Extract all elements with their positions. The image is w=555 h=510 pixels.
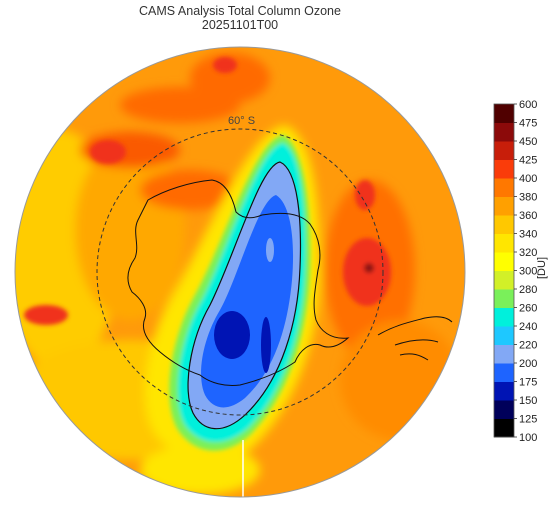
colorbar-band <box>494 363 514 382</box>
colorbar-band <box>494 178 514 197</box>
colorbar-band <box>494 400 514 419</box>
colorbar-band <box>494 381 514 401</box>
colorbar-tick-label: 240 <box>519 321 537 333</box>
colorbar-band <box>494 215 514 234</box>
colorbar-tick-label: 260 <box>519 303 537 315</box>
colorbar-band <box>494 326 514 345</box>
colorbar-tick-label: 300 <box>519 266 537 278</box>
colorbar-tick-label: 200 <box>519 358 537 370</box>
colorbar-tick-label: 320 <box>519 247 537 259</box>
colorbar-band <box>494 196 514 216</box>
colorbar-band <box>494 159 514 179</box>
latitude-circle <box>96 128 384 416</box>
colorbar-tick-label: 360 <box>519 210 537 222</box>
map-frame <box>14 46 466 498</box>
colorbar-unit: [DU] <box>536 257 548 279</box>
colorbar-band <box>494 270 514 290</box>
colorbar-tick-label: 280 <box>519 284 537 296</box>
colorbar-band <box>494 233 514 253</box>
colorbar-tick-label: 340 <box>519 229 537 241</box>
latitude-label: 60° S <box>228 115 255 127</box>
colorbar-tick-label: 400 <box>519 173 537 185</box>
map-subtitle: 20251101T00 <box>201 18 279 32</box>
colorbar-tick-label: 380 <box>519 192 537 204</box>
colorbar-tick-label: 220 <box>519 340 537 352</box>
colorbar-band <box>494 418 514 438</box>
colorbar-tick-label: 425 <box>519 155 537 167</box>
colorbar-tick-label: 600 <box>519 99 537 111</box>
colorbar-tick-label: 125 <box>519 414 537 426</box>
colorbar-band <box>494 344 514 364</box>
map-title: CAMS Analysis Total Column Ozone <box>139 4 341 18</box>
colorbar-band <box>494 104 514 123</box>
colorbar-band <box>494 122 514 142</box>
colorbar-band <box>494 141 514 160</box>
colorbar-tick-label: 475 <box>519 118 537 130</box>
colorbar-tick-label: 150 <box>519 395 537 407</box>
colorbar-tick-label: 175 <box>519 377 537 389</box>
ozone-field <box>15 47 465 497</box>
colorbar-band <box>494 289 514 308</box>
colorbar-tick-label: 100 <box>519 432 537 444</box>
colorbar-tick-label: 450 <box>519 136 537 148</box>
colorbar-ticks: 100 125 150 175 200 220 240 260 280 300 320 340 360 3… <box>514 99 537 444</box>
colorbar-band <box>494 307 514 327</box>
colorbar-bands <box>493 103 515 438</box>
colorbar-band <box>494 252 514 271</box>
